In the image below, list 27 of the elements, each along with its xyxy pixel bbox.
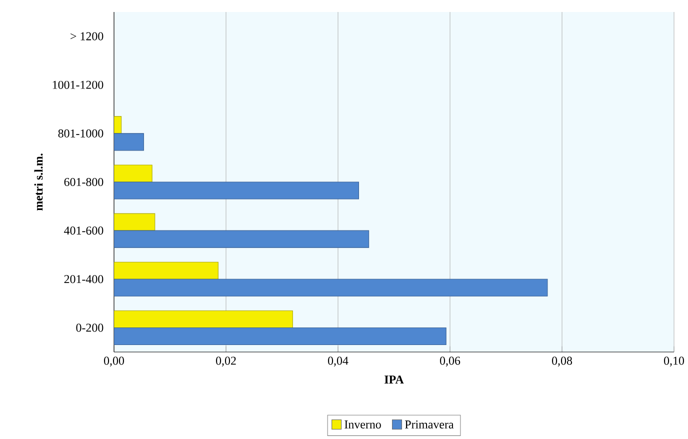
bar [114, 164, 152, 182]
bar [114, 262, 218, 280]
y-tick-label: 201-400 [64, 275, 104, 284]
bar [114, 116, 122, 134]
y-tick-label: 1001-1200 [52, 80, 104, 89]
bar [114, 278, 548, 296]
x-axis-title: IPA [384, 376, 404, 384]
y-tick-label: 801-1000 [58, 129, 104, 138]
x-tick-label: 0,00 [104, 356, 124, 366]
bar [114, 327, 446, 345]
bar [114, 310, 293, 328]
y-tick-label: 0-200 [76, 324, 104, 332]
bar [114, 230, 370, 248]
bar [114, 133, 144, 151]
x-tick-label: 0,08 [552, 356, 572, 366]
legend-label: Primavera [405, 420, 454, 429]
bar [114, 182, 359, 200]
y-axis-title: metri s.l.m. [34, 154, 43, 211]
x-tick-label: 0,04 [328, 356, 348, 366]
y-tick-label: > 1200 [70, 32, 104, 40]
x-tick-label: 0,06 [440, 356, 460, 366]
legend-label: Inverno [344, 420, 381, 428]
x-tick-label: 0,10 [664, 356, 684, 366]
y-tick-label: 601-800 [64, 178, 104, 186]
x-tick-label: 0,02 [216, 356, 236, 366]
y-tick-label: 401-600 [64, 226, 104, 235]
bar [114, 213, 156, 231]
